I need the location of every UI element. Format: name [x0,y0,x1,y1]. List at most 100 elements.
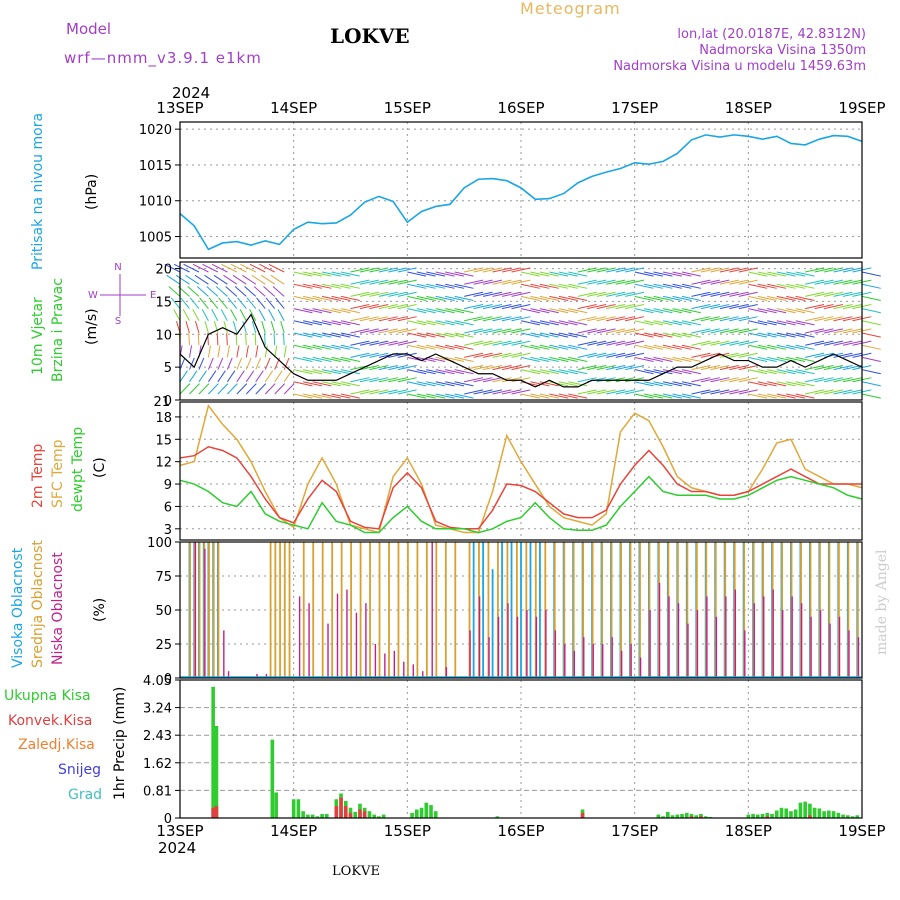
wind-barb [454,283,474,289]
panel-frame-wind [179,261,863,401]
wind-barb [606,316,626,322]
wind-barb [275,297,285,309]
wind-barb [511,279,531,285]
wind-barb [511,304,531,310]
wind-barb [189,383,200,395]
wind-barb [192,309,200,322]
wind-barb [767,283,787,289]
wind-barb [625,328,645,334]
wind-barb [378,365,398,371]
wind-barb [587,267,607,273]
wind-barb [378,340,398,346]
wind-barb [587,365,607,371]
wind-barb [397,340,417,346]
wind-barb [625,291,645,297]
wind-barb [672,308,692,314]
wind-barb [407,332,427,338]
wind-barb [606,340,626,346]
temp-label-3: dewpt Temp [70,427,86,512]
wind-barb [625,316,645,322]
wind-barb [312,344,332,350]
x-tick-bottom: 15SEP [384,822,431,840]
wind-barb [483,377,503,383]
wind-barb [272,286,285,297]
wind-barb [795,381,815,387]
wind-barb [204,274,219,285]
wind-barb [223,274,238,285]
wind-barb [786,344,806,350]
wind-barb [445,295,465,301]
pressure-label: Pritisak na nivou mora [30,113,46,270]
wind-barb [274,345,278,358]
wind-barb [293,283,313,289]
wind-barb [359,389,379,395]
wind-barb [359,365,379,371]
wind-barb [170,297,181,309]
wind-barb [691,304,711,310]
wind-barb [558,344,578,350]
wind-barb [596,340,616,346]
wind-barb [738,389,758,395]
panel-frame-pres [179,121,863,259]
wind-barb [435,332,455,338]
wind-barb [842,389,862,395]
wind-barb [303,271,323,277]
wind-barb [861,381,881,387]
wind-barb [833,304,853,310]
wind-barb [180,297,190,309]
wind-barb [577,377,597,383]
wind-barb [226,345,230,358]
precip-conv-bar [699,816,703,818]
wind-barb [710,304,730,310]
wind-barb [738,328,758,334]
wind-barb [767,381,787,387]
precip-total-bar [372,814,376,818]
wind-barb [634,356,654,362]
y-tick-pres: 1010 [139,195,172,210]
wind-barb [483,304,503,310]
wind-barb [202,263,219,273]
wind-barb [435,283,455,289]
wind-barb [245,383,257,395]
wind-barb [464,279,484,285]
wind-barb [776,295,796,301]
wind-barb [596,328,616,334]
wind-barb [340,320,360,326]
wind-barb [539,344,559,350]
wind-barb [795,283,815,289]
precip-total-bar [419,807,424,818]
wind-barb [710,389,730,395]
wind-barb [530,332,550,338]
wind-barb [776,393,796,399]
wind-barb [245,357,252,370]
wind-barb [767,295,787,301]
wind-barb [710,316,730,322]
wind-barb [786,295,806,301]
wind-barb [824,279,844,285]
wind-barb [615,328,635,334]
wind-barb [691,377,711,383]
wind-barb [767,356,787,362]
precip-legend: Ukupna Kisa Konvek.Kisa Zaledj.Kisa Snij… [4,688,102,803]
cloud-label-3: Niska Oblacnost [50,552,66,665]
wind-barb [340,344,360,350]
wind-barb [264,345,268,358]
wind-barb [615,267,635,273]
precip-total-bar [855,815,860,818]
wind-barb [644,344,664,350]
precip-conv-bar [339,797,343,818]
wind-barb [263,286,276,297]
temp-2m-line [179,445,862,530]
wind-barb [483,352,503,358]
wind-barb [568,393,588,399]
wind-barb [473,267,493,273]
wind-barb [256,297,266,309]
wind-barb [340,369,360,375]
wind-barb [710,365,730,371]
wind-barb [283,345,287,358]
wind-barb [681,381,701,387]
wind-barb [340,271,360,277]
wind-barb [340,332,360,338]
x-tick-bottom: 14SEP [270,822,317,840]
wind-barb [501,389,521,395]
